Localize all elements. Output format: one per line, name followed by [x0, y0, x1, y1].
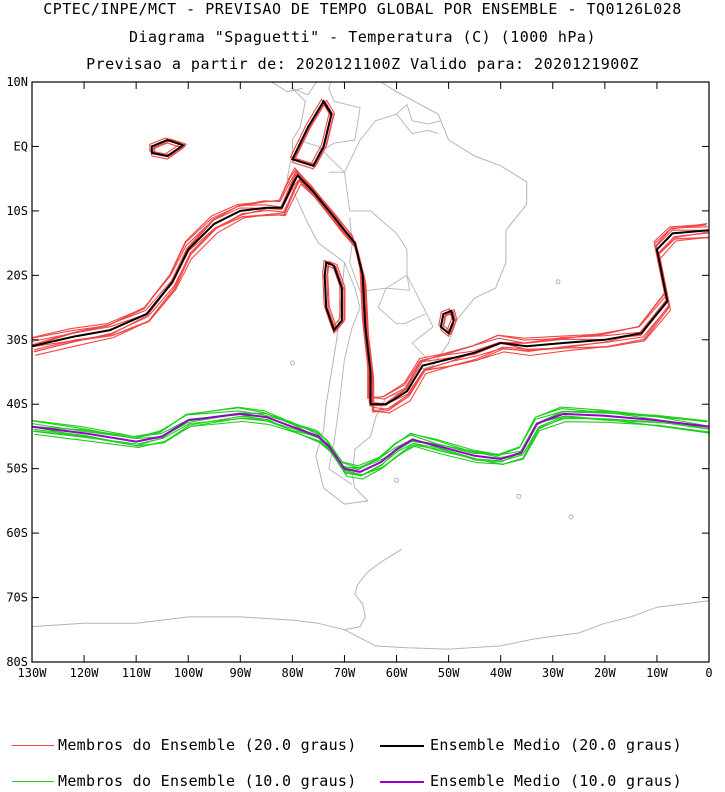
members-10-layer [32, 406, 709, 480]
island-mark [555, 279, 561, 285]
y-tick-label: EQ [14, 139, 28, 153]
member-contour-20-bolivia [327, 260, 346, 331]
y-tick-label: 20S [6, 268, 28, 282]
x-tick-label: 70W [334, 666, 356, 680]
member-contour-20-galapagos [149, 137, 183, 155]
y-tick-label: 80S [6, 655, 28, 669]
country-border [328, 262, 361, 486]
mean-contour-20-andes-north [290, 99, 333, 168]
title-line-3: Previsao a partir de: 2020121100Z Valido… [86, 55, 639, 73]
y-tick-label: 60S [6, 526, 28, 540]
island-mark [289, 360, 295, 366]
member-line-20 [35, 183, 709, 414]
title-line-1: CPTEC/INPE/MCT - PREVISAO DE TEMPO GLOBA… [43, 0, 682, 18]
x-tick-label: 100W [174, 666, 204, 680]
member-contour-20-brazil-south [438, 308, 453, 333]
x-tick-label: 80W [282, 666, 304, 680]
country-border [349, 217, 411, 292]
tick-labels: 130W 120W 110W 100W 90W 80W 70W 60W 50W 40W 30W 20W… [6, 75, 712, 680]
x-tick-label: 50W [438, 666, 460, 680]
legend-label-members-20: Membros do Ensemble (20.0 graus) [58, 736, 357, 754]
x-tick-label: 130W [18, 666, 48, 680]
south-america-coast [286, 82, 528, 505]
island-mark [568, 514, 574, 520]
mean-line-10 [32, 412, 709, 473]
legend-swatch-members-10 [12, 781, 54, 782]
legend-row-10: Membros do Ensemble (10.0 graus) Ensembl… [0, 772, 725, 792]
x-tick-label: 40W [490, 666, 512, 680]
member-line-10 [33, 415, 709, 476]
plot-frame [31, 81, 710, 663]
antarctica-coast [32, 600, 709, 650]
country-border [297, 139, 434, 363]
y-tick-label: 40S [6, 397, 28, 411]
x-tick-label: 30W [542, 666, 564, 680]
member-line-10 [32, 407, 708, 469]
x-tick-label: 60W [386, 666, 408, 680]
plot-area [32, 1, 709, 650]
x-tick-label: 10W [646, 666, 668, 680]
x-tick-label: 0 [705, 666, 712, 680]
member-line-20 [33, 178, 709, 412]
y-tick-label: 30S [6, 333, 28, 347]
central-america-coast [271, 82, 303, 93]
mean-contour-20-brazil-south [439, 309, 455, 335]
member-contour-20-bolivia [322, 259, 341, 330]
legend-label-members-10: Membros do Ensemble (10.0 graus) [58, 772, 357, 790]
coastline-layer [32, 1, 709, 650]
ensemble-mean-layer [32, 99, 709, 473]
y-tick-label: 50S [6, 462, 28, 476]
island-mark [516, 493, 522, 499]
member-line-20 [32, 169, 707, 399]
country-border [318, 82, 361, 154]
country-border [377, 288, 426, 325]
tick-marks [31, 81, 710, 663]
legend-label-mean-10: Ensemble Medio (10.0 graus) [430, 772, 682, 790]
member-line-10 [34, 420, 709, 480]
member-contour-20-galapagos [151, 142, 185, 160]
title-line-2: Diagrama "Spaguetti" - Temperatura (C) (… [128, 28, 596, 46]
mean-line-20 [32, 173, 709, 406]
caribbean-islands [272, 1, 366, 30]
y-tick-label: 10N [6, 75, 28, 89]
x-tick-label: 120W [70, 666, 100, 680]
y-tick-label: 10S [6, 204, 28, 218]
legend-swatch-members-20 [12, 745, 54, 746]
x-tick-label: 110W [122, 666, 152, 680]
member-contour-20-andes-north [294, 99, 335, 166]
x-tick-label: 20W [594, 666, 616, 680]
legend-swatch-mean-20 [380, 745, 424, 747]
legend-label-mean-20: Ensemble Medio (20.0 graus) [430, 736, 682, 754]
island-mark [394, 477, 399, 483]
legend-swatch-mean-10 [380, 781, 424, 783]
mean-contour-20-galapagos [150, 138, 186, 158]
country-border [396, 104, 441, 125]
member-contour-20-brazil-south [443, 309, 458, 334]
x-tick-label: 90W [229, 666, 251, 680]
antarctic-peninsula [344, 548, 402, 631]
member-line-10 [33, 417, 709, 477]
y-tick-label: 70S [6, 591, 28, 605]
legend-row-20: Membros do Ensemble (20.0 graus) Ensembl… [0, 736, 725, 756]
mean-contour-20-bolivia [323, 260, 343, 333]
country-border [328, 113, 439, 173]
